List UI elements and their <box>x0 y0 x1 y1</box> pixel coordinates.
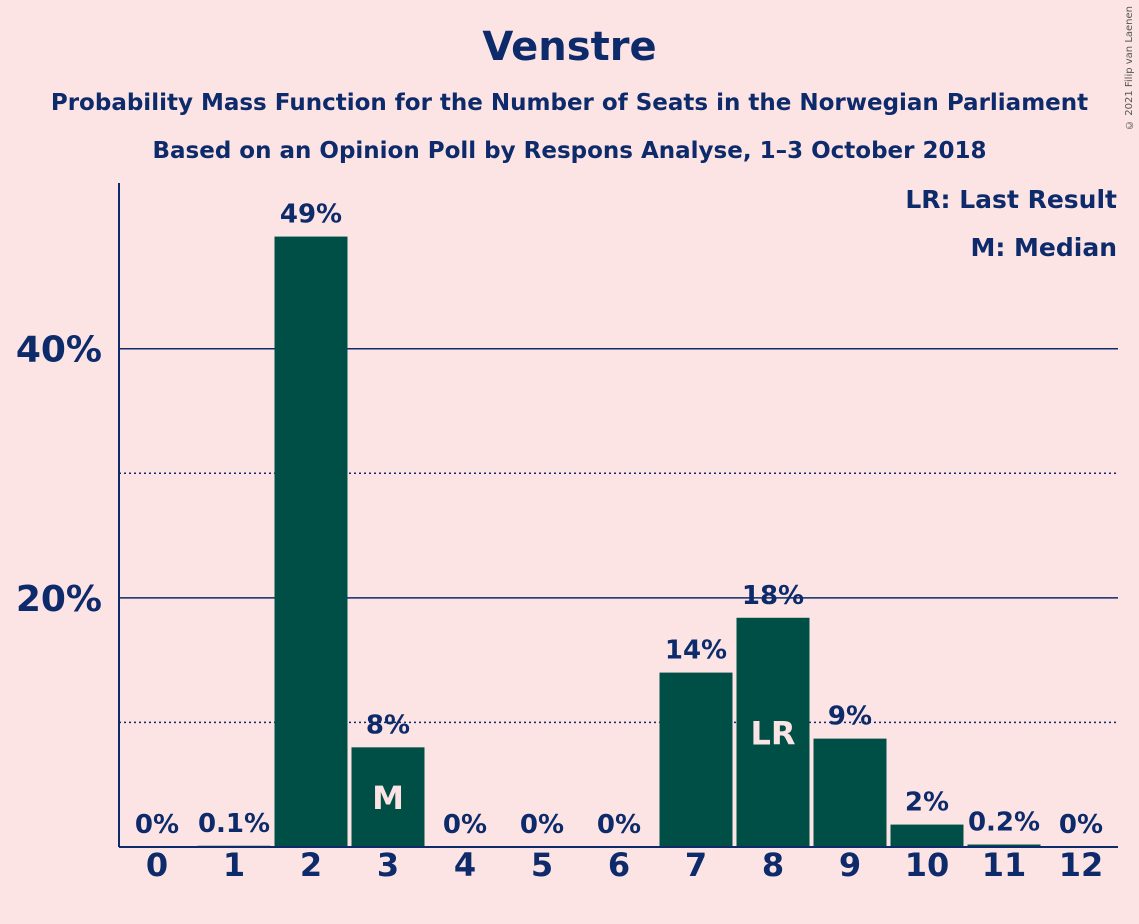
chart-subtitle-2: Based on an Opinion Poll by Respons Anal… <box>152 138 987 164</box>
legend-median: M: Median <box>970 233 1117 262</box>
x-tick-label: 6 <box>608 846 630 884</box>
bar-7 <box>659 672 733 847</box>
data-label-5: 0% <box>520 810 564 840</box>
bar-2 <box>274 236 348 847</box>
data-label-6: 0% <box>597 810 641 840</box>
chart-subtitle-1: Probability Mass Function for the Number… <box>50 90 1089 116</box>
data-label-9: 9% <box>828 702 872 732</box>
y-tick-label: 40% <box>16 330 102 371</box>
data-label-10: 2% <box>905 788 949 818</box>
chart-title: Venstre <box>482 24 657 70</box>
data-label-11: 0.2% <box>968 808 1040 838</box>
data-label-12: 0% <box>1059 810 1103 840</box>
bar-10 <box>890 824 964 847</box>
bar-marker-lr: LR <box>750 714 795 752</box>
bar-8 <box>736 617 810 847</box>
x-tick-label: 1 <box>223 846 245 884</box>
x-tick-label: 2 <box>300 846 322 884</box>
x-tick-label: 10 <box>905 846 950 884</box>
y-tick-label: 20% <box>16 579 102 620</box>
data-label-0: 0% <box>135 810 179 840</box>
x-tick-label: 12 <box>1059 846 1104 884</box>
data-label-1: 0.1% <box>198 809 270 839</box>
data-label-2: 49% <box>280 200 342 230</box>
x-tick-label: 7 <box>685 846 707 884</box>
data-label-3: 8% <box>366 710 410 740</box>
data-label-8: 18% <box>742 581 804 611</box>
bar-9 <box>813 738 887 847</box>
data-label-7: 14% <box>665 636 727 666</box>
x-tick-label: 8 <box>762 846 784 884</box>
x-tick-label: 5 <box>531 846 553 884</box>
data-label-4: 0% <box>443 810 487 840</box>
bar-11 <box>967 844 1041 847</box>
x-tick-label: 3 <box>377 846 399 884</box>
bar-3 <box>351 747 425 847</box>
bar-marker-m: M <box>372 779 404 817</box>
x-tick-label: 11 <box>982 846 1027 884</box>
x-tick-label: 9 <box>839 846 861 884</box>
x-tick-label: 0 <box>146 846 168 884</box>
x-tick-label: 4 <box>454 846 476 884</box>
legend-last-result: LR: Last Result <box>905 185 1117 214</box>
